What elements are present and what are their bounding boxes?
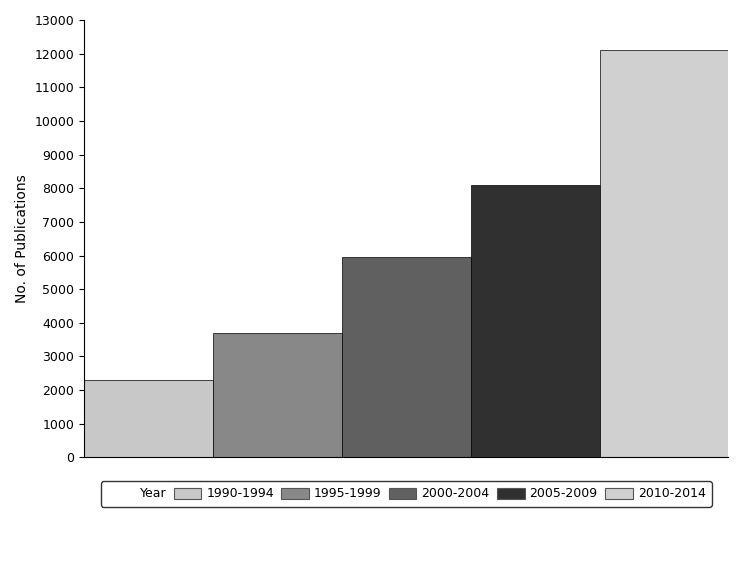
Bar: [84, 380, 213, 458]
Y-axis label: No. of Publications: No. of Publications: [15, 174, 29, 303]
Bar: [600, 50, 729, 458]
Legend: Year, 1990-1994, 1995-1999, 2000-2004, 2005-2009, 2010-2014: Year, 1990-1994, 1995-1999, 2000-2004, 2…: [101, 481, 712, 507]
Bar: [342, 257, 471, 458]
Bar: [471, 185, 600, 458]
Bar: [213, 333, 342, 458]
